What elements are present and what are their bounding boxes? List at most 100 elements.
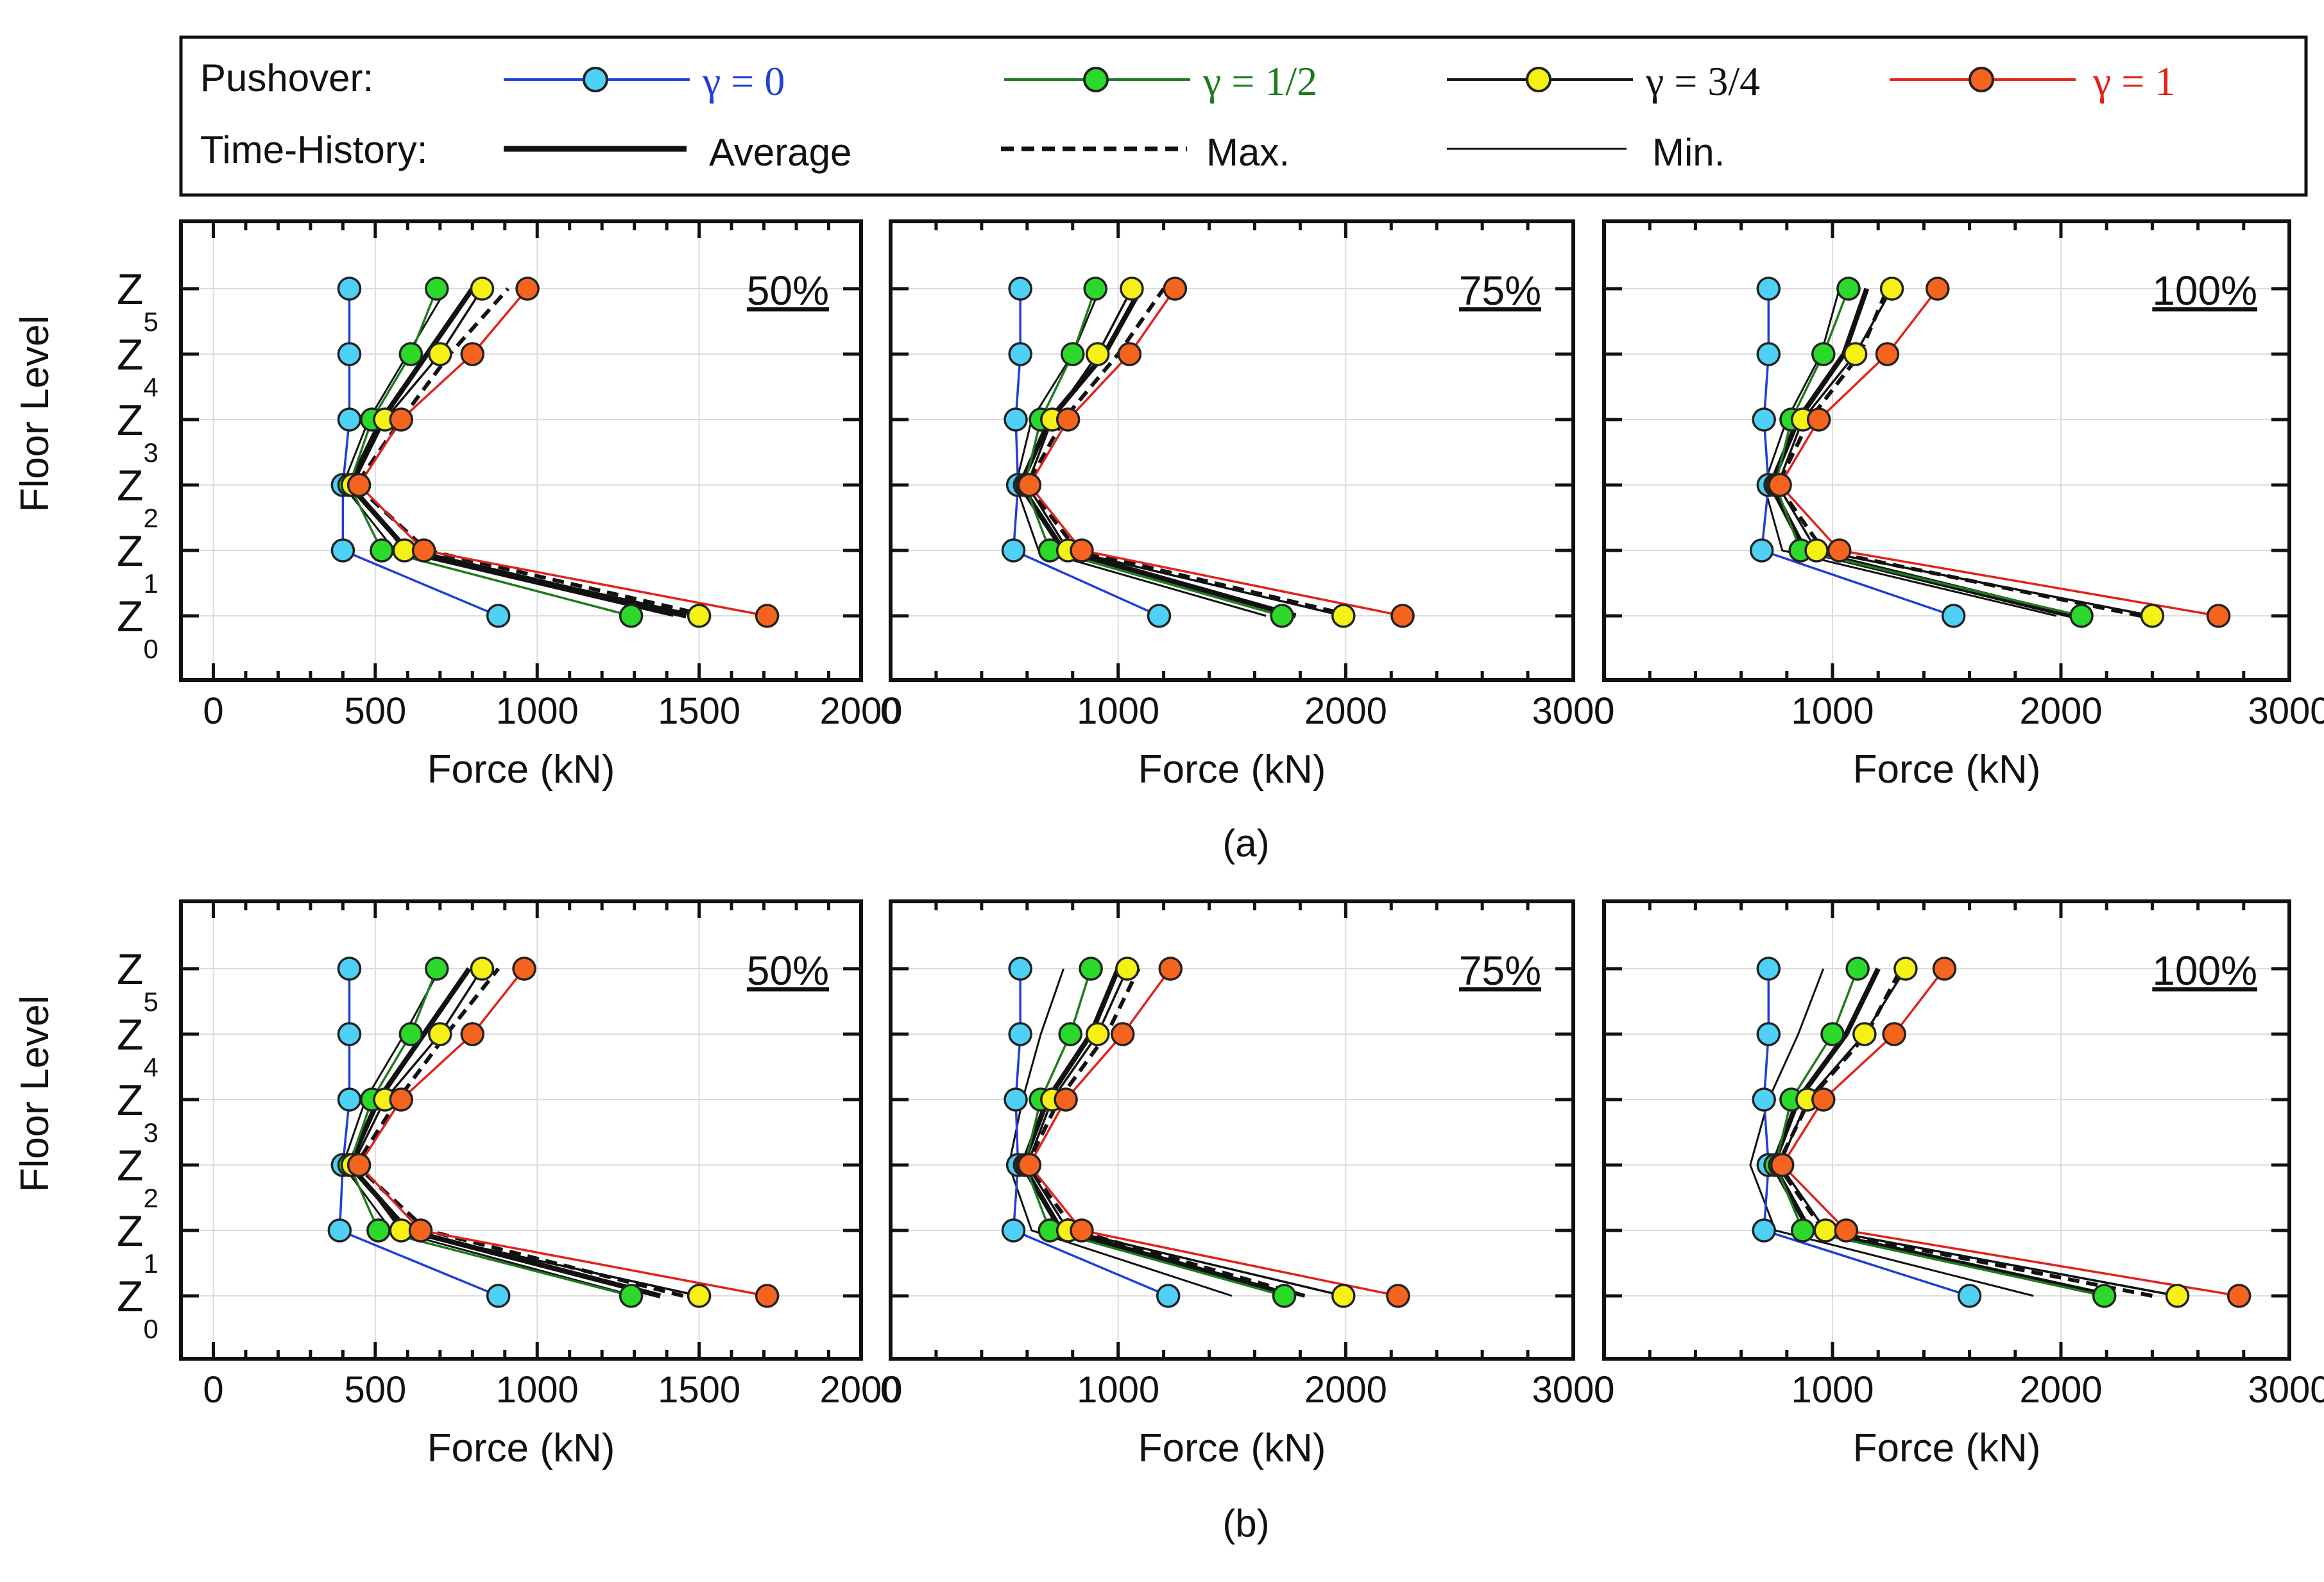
pushover-series-0-point bbox=[1004, 1087, 1028, 1112]
panel-frame bbox=[1602, 899, 2291, 1361]
pushover-series-3-point bbox=[2226, 1284, 2251, 1308]
x-tick-label: 1500 bbox=[658, 690, 740, 732]
timehistory-average-line bbox=[1018, 287, 1297, 618]
pushover-series-3-point bbox=[1827, 538, 1852, 563]
x-tick-label: 2000 bbox=[2019, 1369, 2102, 1411]
x-tick-label: 500 bbox=[344, 1369, 406, 1411]
x-tick-label: 0 bbox=[203, 1369, 223, 1411]
pushover-series-0-point bbox=[1957, 1284, 1982, 1308]
pushover-series-2-point bbox=[687, 1284, 712, 1308]
pushover-series-3-point bbox=[460, 342, 485, 366]
floor-level-label: Z3 bbox=[117, 1076, 158, 1148]
x-tick-label: 3000 bbox=[2248, 1369, 2324, 1411]
x-tick-label: 1000 bbox=[1077, 690, 1159, 732]
timehistory-max-line bbox=[1025, 967, 1306, 1298]
pushover-series-0-point bbox=[337, 407, 362, 432]
pushover-series-0-point bbox=[1752, 1087, 1776, 1112]
pushover-series-3-line bbox=[1781, 967, 2239, 1297]
pushover-series-3-point bbox=[1875, 342, 1900, 366]
panel-a-75: 0 1000 2000 3000 Force (kN) 75% bbox=[880, 219, 1615, 792]
pushover-series-3-point bbox=[1882, 1022, 1906, 1046]
pushover-series-3-point bbox=[2206, 604, 2231, 628]
legend-average-text: Average bbox=[709, 131, 851, 174]
pushover-series-3-line bbox=[357, 287, 767, 617]
pushover-series-3-point bbox=[1158, 957, 1183, 981]
pushover-series-3-point bbox=[1070, 1218, 1094, 1243]
pushover-series-1-point bbox=[1836, 276, 1861, 301]
pushover-series-3-point bbox=[1163, 276, 1188, 301]
pushover-series-1-line bbox=[348, 968, 632, 1297]
pushover-series-1-point bbox=[619, 604, 644, 628]
pushover-series-3-point bbox=[1768, 473, 1792, 497]
x-tick-label: 0 bbox=[203, 690, 223, 732]
pushover-series-0-point bbox=[1001, 1218, 1026, 1243]
pushover-series-1-point bbox=[619, 1284, 644, 1308]
x-tick-label: 1000 bbox=[496, 1369, 579, 1411]
legend-gamma-three-quarter-text: γ = 3/4 bbox=[1645, 58, 1760, 104]
pushover-series-0-point bbox=[327, 1218, 352, 1243]
pushover-series-2-point bbox=[1893, 957, 1918, 981]
floor-level-label: Z5 bbox=[117, 265, 158, 337]
panel-title: 75% bbox=[1459, 268, 1541, 314]
pushover-series-3-point bbox=[1834, 1218, 1859, 1243]
pushover-series-3-point bbox=[1390, 604, 1415, 628]
pushover-series-3-point bbox=[1017, 1153, 1042, 1177]
pushover-series-0-point bbox=[1008, 276, 1032, 301]
floor-level-label: Z2 bbox=[117, 1141, 158, 1213]
legend-gamma-0-text: γ = 0 bbox=[702, 58, 785, 104]
legend-entry-gamma-0: γ = 0 bbox=[504, 58, 785, 104]
x-tick-label: 0 bbox=[1594, 690, 1614, 732]
pushover-series-2-point bbox=[1852, 1022, 1877, 1046]
panel-b-50: 0 500 1000 1500 2000 Force (kN) 50% bbox=[179, 899, 903, 1470]
legend-gamma-three-quarter-marker bbox=[1526, 67, 1551, 92]
floor-level-label: Z0 bbox=[117, 592, 158, 664]
pushover-series-3-point bbox=[1111, 1022, 1135, 1046]
panel-frame bbox=[1602, 219, 2291, 682]
pushover-series-3-point bbox=[1055, 407, 1081, 432]
panel-b-75: 0 1000 2000 3000 Force (kN) 75% bbox=[880, 899, 1615, 1470]
pushover-series-2-point bbox=[2165, 1284, 2190, 1308]
x-tick-label: 0 bbox=[880, 690, 901, 732]
panel-title: 100% bbox=[2152, 948, 2257, 994]
pushover-series-3-line bbox=[357, 967, 767, 1297]
legend-entry-average: Average bbox=[504, 131, 851, 174]
pushover-series-2-point bbox=[428, 1022, 452, 1046]
pushover-series-3-point bbox=[755, 1284, 780, 1308]
pushover-series-2-point bbox=[470, 276, 495, 301]
pushover-series-1-point bbox=[1845, 957, 1870, 981]
panel-title: 75% bbox=[1459, 948, 1541, 994]
pushover-series-2-point bbox=[1879, 276, 1904, 301]
x-tick-label: 500 bbox=[344, 690, 406, 732]
pushover-series-2-point bbox=[470, 957, 495, 981]
pushover-series-3-point bbox=[411, 538, 436, 563]
pushover-series-3-line bbox=[1778, 287, 2219, 617]
pushover-series-3-point bbox=[1117, 342, 1142, 366]
pushover-series-0-point bbox=[1008, 342, 1032, 366]
pushover-series-1-point bbox=[370, 538, 394, 563]
pushover-series-3-point bbox=[1054, 1087, 1078, 1112]
pushover-series-3-point bbox=[1070, 538, 1094, 563]
x-tick-label: 2000 bbox=[819, 690, 902, 732]
legend-max-text: Max. bbox=[1206, 131, 1290, 174]
pushover-series-0-point bbox=[1156, 1284, 1181, 1308]
pushover-series-3-point bbox=[515, 276, 540, 301]
legend-min-text: Min. bbox=[1652, 131, 1725, 174]
panel-a-50: 0 500 1000 1500 2000 Force (kN) 50% bbox=[179, 219, 903, 792]
pushover-series-1-point bbox=[1058, 1022, 1082, 1046]
pushover-series-0-point bbox=[486, 1284, 511, 1308]
timehistory-min-line bbox=[1749, 968, 2034, 1297]
pushover-series-0-point bbox=[1756, 1022, 1781, 1046]
pushover-series-1-point bbox=[366, 1218, 391, 1243]
pushover-series-1-point bbox=[1079, 957, 1103, 981]
x-tick-label: 3000 bbox=[1532, 1369, 1614, 1411]
floor-level-label: Z4 bbox=[117, 330, 158, 402]
panel-a-100: 0 1000 2000 3000 Force (kN) 100% bbox=[1594, 219, 2324, 792]
panel-title: 100% bbox=[2152, 268, 2257, 314]
pushover-series-0-point bbox=[1752, 407, 1776, 432]
floor-level-label: Z0 bbox=[117, 1272, 158, 1344]
legend-entry-min: Min. bbox=[1447, 131, 1725, 174]
y-axis-label-b: Floor Level bbox=[13, 996, 57, 1193]
pushover-series-1-point bbox=[425, 957, 449, 981]
